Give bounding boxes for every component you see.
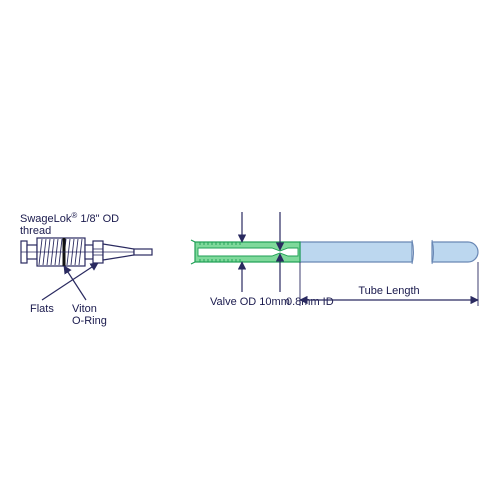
label-oring: O-Ring (72, 315, 107, 327)
tube (300, 240, 478, 264)
label-flats: Flats (30, 303, 54, 315)
label-tube-length: Tube Length (358, 285, 419, 297)
label-valve-od: Valve OD 10mm (210, 296, 290, 308)
svg-text:thread: thread (20, 225, 51, 237)
label-swagelok: SwageLok® 1/8" OD (20, 211, 119, 225)
label-viton: Viton (72, 303, 97, 315)
swagelok-connector (21, 238, 152, 266)
valve-body (191, 240, 300, 264)
label-bore-id: 0.8mm ID (286, 296, 334, 308)
arrow-flats (42, 263, 98, 300)
